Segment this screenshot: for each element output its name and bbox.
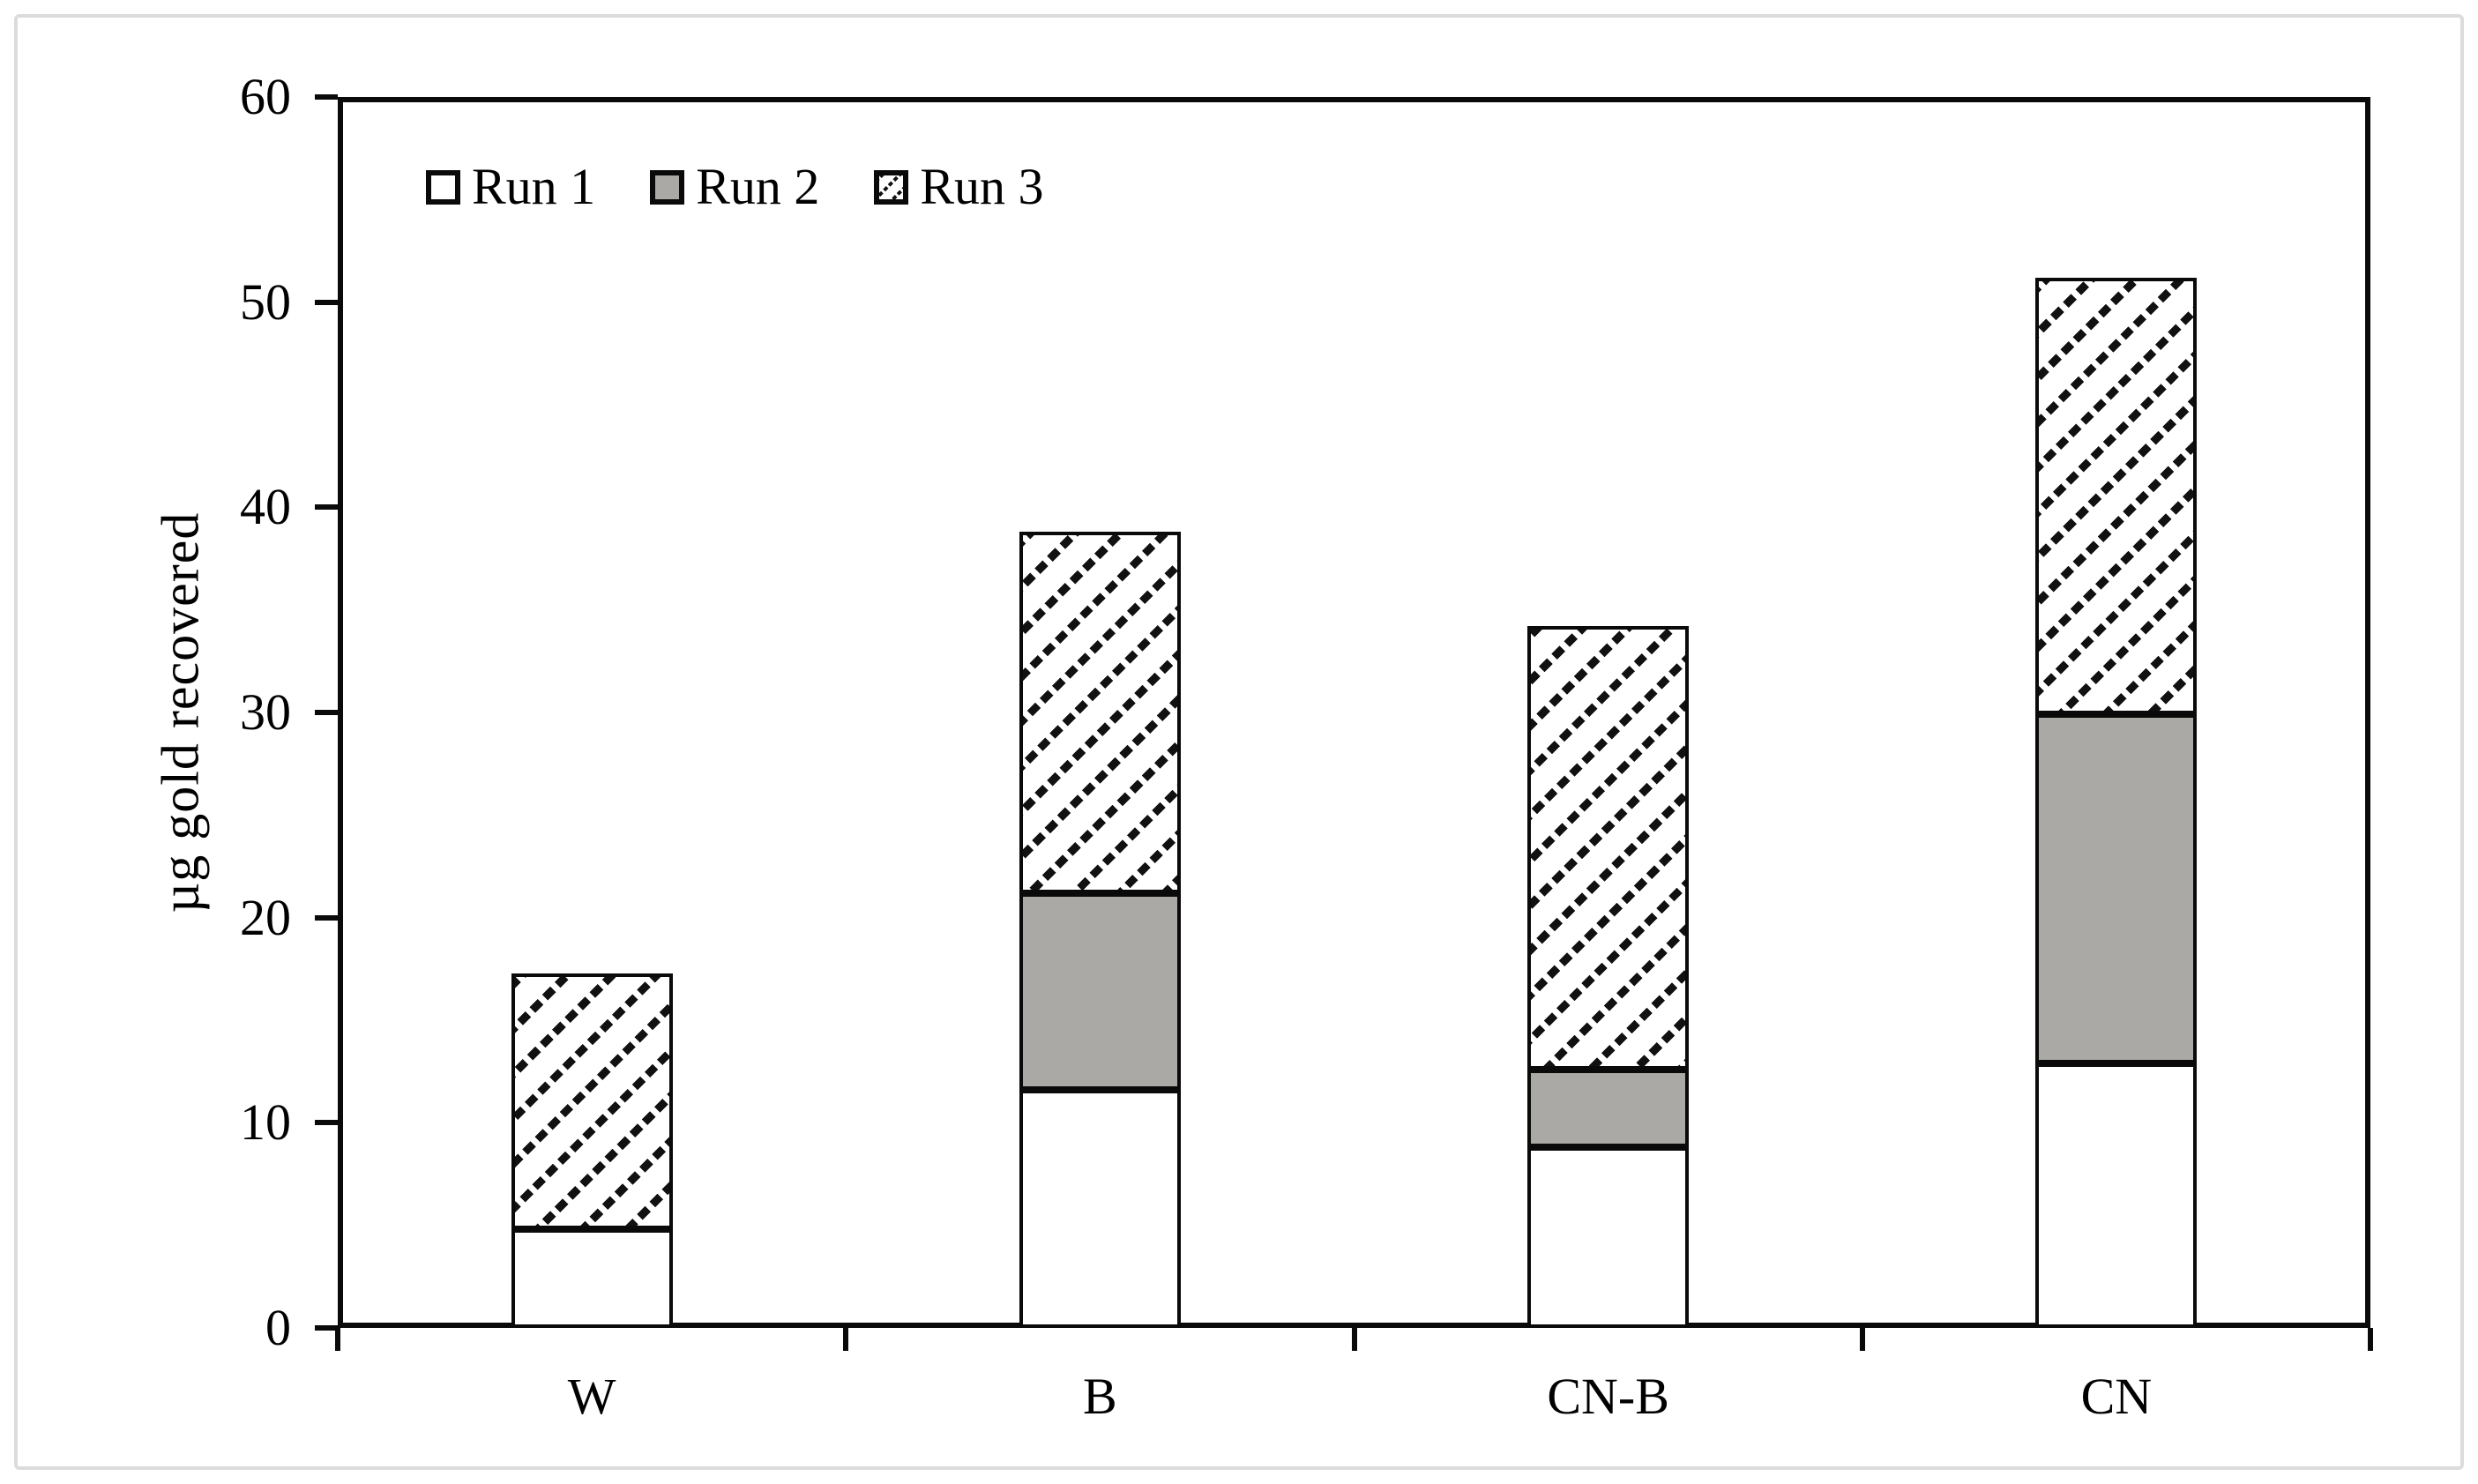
- y-axis-tick: [315, 504, 338, 511]
- bar-segment-run-3: [1019, 532, 1181, 893]
- bar-segment-run-1: [1019, 1090, 1181, 1328]
- y-axis-tick: [315, 710, 338, 715]
- y-axis-tick: [315, 1325, 338, 1331]
- legend-label: Run 1: [472, 158, 596, 215]
- legend: Run 1 Run 2 Run 3: [426, 161, 1044, 213]
- bar-segment-run-1: [511, 1229, 673, 1328]
- y-axis-tick-label: 50: [240, 272, 291, 331]
- x-category-label: CN-B: [1547, 1368, 1669, 1425]
- stacked-bar-b: [1019, 532, 1181, 1328]
- bar-segment-run-2: [1527, 1069, 1690, 1148]
- x-category-label: B: [1083, 1368, 1117, 1425]
- x-axis-tick: [1859, 1328, 1865, 1351]
- stacked-bar-cn-b: [1527, 626, 1690, 1328]
- bar-segment-run-1: [1527, 1147, 1690, 1328]
- y-axis-tick-label: 10: [240, 1093, 291, 1152]
- legend-item-run-1: Run 1: [426, 161, 595, 213]
- y-axis-tick: [315, 1120, 338, 1126]
- x-category-label: W: [567, 1368, 616, 1425]
- y-axis-tick: [315, 299, 338, 305]
- plot-area: [338, 97, 2370, 1328]
- y-axis-tick-label: 40: [240, 478, 291, 536]
- legend-label: Run 3: [920, 158, 1044, 215]
- legend-swatch-gray: [650, 169, 685, 205]
- x-axis-tick: [335, 1328, 340, 1351]
- x-axis-tick: [2368, 1328, 2373, 1351]
- stacked-bar-w: [511, 973, 673, 1328]
- y-axis-tick-label: 60: [240, 68, 291, 125]
- legend-label: Run 2: [696, 158, 820, 215]
- x-axis-tick: [843, 1328, 849, 1351]
- bar-segment-run-2: [2035, 714, 2198, 1063]
- y-axis-tick-label: 30: [240, 683, 291, 741]
- bar-segment-run-3: [1527, 626, 1690, 1070]
- bar-segment-run-1: [2035, 1063, 2198, 1328]
- legend-item-run-2: Run 2: [650, 161, 819, 213]
- x-category-label: CN: [2080, 1368, 2153, 1425]
- x-axis-tick: [1351, 1328, 1357, 1351]
- y-axis-tick-label: 0: [265, 1299, 291, 1356]
- y-axis-tick: [315, 914, 338, 921]
- stacked-bar-cn: [2035, 277, 2198, 1328]
- legend-swatch-hatch: [874, 169, 909, 205]
- legend-swatch-white: [426, 169, 460, 205]
- bar-segment-run-3: [511, 973, 673, 1230]
- legend-item-run-3: Run 3: [874, 158, 1044, 215]
- y-axis-tick: [315, 94, 338, 100]
- bar-segment-run-2: [1019, 892, 1181, 1091]
- bar-segment-run-3: [2035, 277, 2198, 715]
- y-axis-tick-label: 20: [240, 888, 291, 946]
